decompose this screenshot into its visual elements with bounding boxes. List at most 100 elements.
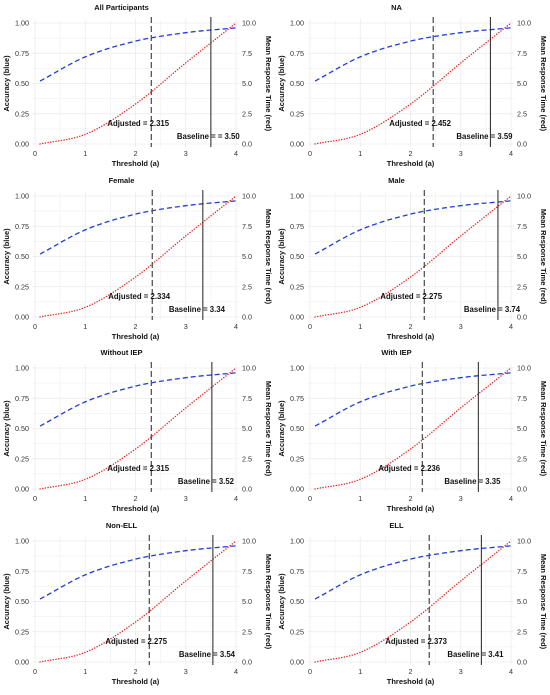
baseline-label: Baseline = 3.35 (444, 477, 501, 486)
y-tick-label-right: 7.5 (242, 221, 252, 230)
adjusted-label: Adjusted = 2.236 (378, 464, 440, 473)
baseline-label: Baseline = 3.74 (464, 305, 521, 314)
x-tick-label: 4 (234, 667, 238, 676)
x-tick-label: 0 (33, 149, 37, 158)
x-axis-label: Threshold (a) (112, 332, 160, 341)
y-tick-label-left: 0.75 (290, 221, 304, 230)
y-axis-label-left: Accuracy (blue) (277, 572, 286, 629)
y-tick-label-left: 0.25 (15, 109, 29, 118)
baseline-label: Baseline = 3.52 (178, 477, 235, 486)
y-tick-label-right: 7.5 (242, 394, 252, 403)
y-tick-label-left: 0.00 (15, 312, 29, 321)
accuracy-curve (40, 373, 236, 426)
x-tick-label: 1 (83, 149, 87, 158)
y-tick-label-left: 0.25 (290, 454, 304, 463)
x-tick-label: 0 (308, 494, 312, 503)
y-axis-label-right: Mean Response Time (red) (539, 381, 548, 477)
x-axis-label: Threshold (a) (112, 504, 160, 513)
y-axis-label-right: Mean Response Time (red) (539, 208, 548, 304)
y-axis-label-left: Accuracy (blue) (2, 572, 11, 629)
x-axis-label: Threshold (a) (387, 504, 435, 513)
x-tick-label: 0 (308, 322, 312, 331)
x-tick-label: 4 (509, 149, 513, 158)
y-tick-label-right: 10.0 (517, 191, 531, 200)
y-tick-label-right: 5.0 (242, 79, 252, 88)
y-axis-label-left: Accuracy (blue) (277, 227, 286, 284)
x-tick-label: 4 (234, 322, 238, 331)
x-tick-label: 4 (234, 149, 238, 158)
y-tick-label-left: 0.00 (290, 485, 304, 494)
x-tick-label: 3 (184, 494, 188, 503)
y-axis-label-right: Mean Response Time (red) (539, 553, 548, 649)
x-tick-label: 3 (459, 667, 463, 676)
y-tick-label-left: 1.00 (290, 19, 304, 28)
y-tick-label-right: 5.0 (517, 424, 527, 433)
panel-title: Male (388, 176, 405, 185)
y-axis-label-right: Mean Response Time (red) (264, 208, 273, 304)
x-tick-label: 0 (33, 322, 37, 331)
x-axis-label: Threshold (a) (112, 677, 160, 686)
panel-title: All Participants (94, 3, 149, 12)
x-tick-label: 2 (134, 149, 138, 158)
y-tick-label-right: 7.5 (517, 221, 527, 230)
y-tick-label-left: 0.50 (15, 252, 29, 261)
panel-title: NA (391, 3, 402, 12)
y-tick-label-right: 2.5 (242, 454, 252, 463)
y-tick-label-left: 1.00 (290, 364, 304, 373)
y-tick-label-left: 0.50 (15, 424, 29, 433)
y-axis-label-left: Accuracy (blue) (2, 400, 11, 457)
y-tick-label-left: 0.50 (290, 252, 304, 261)
y-tick-label-left: 0.75 (15, 221, 29, 230)
adjusted-label: Adjusted = 2.373 (385, 637, 447, 646)
adjusted-label: Adjusted = 2.315 (107, 464, 169, 473)
y-tick-label-left: 1.00 (15, 19, 29, 28)
y-axis-label-right: Mean Response Time (red) (539, 36, 548, 132)
baseline-label: Baseline = = 3.50 (177, 132, 241, 141)
x-tick-label: 2 (409, 322, 413, 331)
y-tick-label-right: 10.0 (242, 364, 256, 373)
y-tick-label-right: 0.0 (242, 312, 252, 321)
y-tick-label-right: 2.5 (242, 627, 252, 636)
y-tick-label-right: 0.0 (517, 140, 527, 149)
y-tick-label-left: 1.00 (15, 364, 29, 373)
panel-title: Non-ELL (106, 521, 138, 530)
y-tick-label-right: 0.0 (517, 657, 527, 666)
x-axis-label: Threshold (a) (387, 159, 435, 168)
y-tick-label-left: 0.75 (290, 394, 304, 403)
y-tick-label-right: 10.0 (517, 364, 531, 373)
adjusted-label: Adjusted = 2.275 (105, 637, 167, 646)
x-tick-label: 0 (33, 494, 37, 503)
y-tick-label-left: 0.00 (290, 312, 304, 321)
adjusted-label: Adjusted = 2.334 (108, 292, 170, 301)
y-tick-label-left: 0.50 (15, 597, 29, 606)
y-tick-label-right: 10.0 (242, 536, 256, 545)
x-tick-label: 1 (358, 322, 362, 331)
y-tick-label-left: 0.50 (290, 79, 304, 88)
x-tick-label: 2 (409, 494, 413, 503)
x-tick-label: 3 (459, 494, 463, 503)
y-tick-label-right: 7.5 (517, 394, 527, 403)
y-tick-label-right: 5.0 (517, 597, 527, 606)
y-tick-label-left: 0.75 (290, 49, 304, 58)
x-tick-label: 4 (234, 494, 238, 503)
x-tick-label: 3 (184, 667, 188, 676)
x-tick-label: 1 (358, 149, 362, 158)
adjusted-label: Adjusted = 2.315 (107, 119, 169, 128)
y-tick-label-right: 2.5 (517, 627, 527, 636)
panel-title: With IEP (381, 348, 411, 357)
accuracy-curve (40, 545, 236, 598)
x-axis-label: Threshold (a) (112, 159, 160, 168)
x-tick-label: 2 (409, 667, 413, 676)
panel-title: ELL (389, 521, 404, 530)
